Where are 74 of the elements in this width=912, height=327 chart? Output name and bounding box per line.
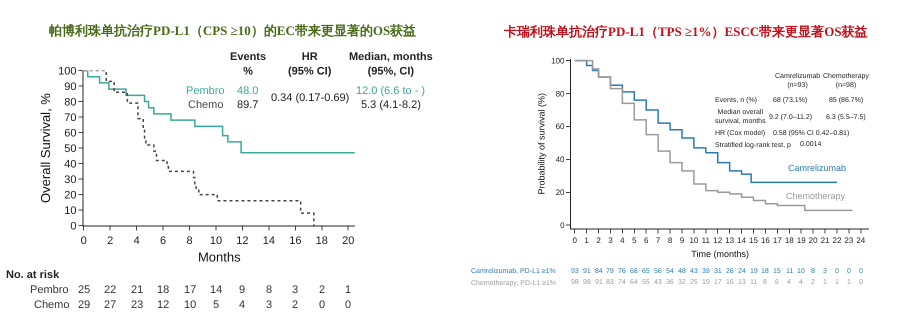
text: Chemo bbox=[188, 99, 224, 111]
y-tick-label: 90 bbox=[64, 80, 77, 93]
chart-title: 卡瑞利珠单抗治疗PD-L1（TPS ≥1%）ESCC带来更显著OS获益 bbox=[503, 24, 868, 39]
text: Chemo 29 27 23 12 10 5 4 3 2 0 0 bbox=[34, 299, 352, 311]
y-tick-label: 60 bbox=[556, 122, 566, 132]
y-tick-label: 0 bbox=[70, 220, 77, 232]
y-tick-label: 100 bbox=[58, 65, 77, 78]
x-tick-label: 12 bbox=[713, 236, 723, 246]
text: Pembro bbox=[186, 85, 225, 97]
series-label: Camrelizumab bbox=[788, 163, 846, 173]
x-tick-label: 8 bbox=[186, 234, 193, 247]
x-tick-label: 24 bbox=[856, 236, 866, 246]
y-tick-label: 20 bbox=[64, 189, 77, 202]
x-tick-label: 10 bbox=[689, 236, 699, 246]
text: 12.0 (6.6 to - ) bbox=[356, 85, 426, 97]
x-tick-label: 6 bbox=[644, 236, 649, 246]
x-tick-label: 4 bbox=[134, 234, 140, 247]
series-label: Chemotherapy bbox=[786, 191, 846, 201]
x-tick-label: 16 bbox=[760, 236, 770, 246]
annotation: Events % bbox=[230, 51, 266, 78]
annotation: 0.34 (0.17-0.69) bbox=[271, 92, 350, 104]
annotation: Median, months (95%, CI) bbox=[349, 51, 433, 78]
x-tick-label: 10 bbox=[210, 234, 222, 247]
x-tick-label: 14 bbox=[262, 234, 276, 247]
x-tick-label: 18 bbox=[316, 234, 328, 247]
y-tick-label: 0 bbox=[560, 220, 566, 230]
text: Pembro 25 22 21 18 17 14 9 8 3 2 1 bbox=[30, 284, 352, 296]
y-axis-title: Overall Survival, % bbox=[38, 92, 54, 203]
annotation: 48.0 bbox=[237, 85, 258, 97]
x-tick-label: 0 bbox=[572, 236, 578, 246]
y-tick-label: 70 bbox=[64, 112, 77, 124]
x-tick-label: 14 bbox=[737, 236, 747, 246]
y-tick-label: 40 bbox=[64, 158, 77, 170]
y-tick-label: 80 bbox=[556, 89, 566, 98]
text: 5.3 (4.1-8.2) bbox=[361, 99, 421, 111]
y-tick-label: 60 bbox=[64, 127, 77, 140]
x-tick-label: 21 bbox=[820, 236, 830, 246]
x-tick-label: 16 bbox=[289, 234, 302, 247]
x-tick-label: 7 bbox=[656, 236, 661, 246]
x-tick-label: 23 bbox=[844, 236, 854, 246]
text: No. at risk bbox=[6, 269, 60, 281]
x-tick-label: 2 bbox=[596, 236, 602, 246]
x-tick-label: 20 bbox=[808, 236, 818, 246]
y-tick-label: 20 bbox=[556, 188, 566, 198]
x-tick-label: 13 bbox=[725, 236, 735, 246]
chart-title: 帕博利珠单抗治疗PD-L1（CPS ≥10）的EC带来更显著的OS获益 bbox=[49, 23, 416, 38]
y-tick-label: 10 bbox=[64, 204, 77, 217]
x-axis-title: Months bbox=[198, 249, 242, 264]
x-tick-label: 0 bbox=[80, 234, 87, 247]
x-tick-label: 12 bbox=[236, 234, 249, 247]
x-tick-label: 18 bbox=[784, 236, 794, 246]
x-tick-label: 20 bbox=[342, 234, 354, 247]
y-tick-label: 40 bbox=[556, 155, 566, 164]
x-tick-label: 15 bbox=[749, 236, 759, 246]
x-axis-title: Time (months) bbox=[691, 248, 749, 259]
y-tick-label: 100 bbox=[551, 56, 566, 66]
x-tick-label: 4 bbox=[620, 236, 626, 246]
x-tick-label: 22 bbox=[832, 236, 842, 246]
x-tick-label: 5 bbox=[632, 236, 638, 246]
x-tick-label: 1 bbox=[584, 236, 590, 246]
annotation: 89.7 bbox=[237, 99, 258, 111]
x-tick-label: 9 bbox=[680, 236, 685, 246]
x-tick-label: 2 bbox=[107, 234, 114, 247]
y-tick-label: 50 bbox=[64, 142, 77, 155]
x-tick-label: 19 bbox=[796, 236, 806, 246]
annotation: HR (95% CI) bbox=[288, 51, 332, 78]
x-tick-label: 17 bbox=[772, 236, 782, 246]
x-tick-label: 8 bbox=[668, 236, 673, 246]
x-tick-label: 11 bbox=[702, 236, 711, 246]
x-tick-label: 3 bbox=[608, 236, 614, 246]
y-tick-label: 80 bbox=[64, 96, 77, 108]
y-tick-label: 30 bbox=[64, 174, 77, 186]
y-axis-title: Probability of survival (%) bbox=[536, 92, 547, 194]
x-tick-label: 6 bbox=[160, 234, 166, 247]
